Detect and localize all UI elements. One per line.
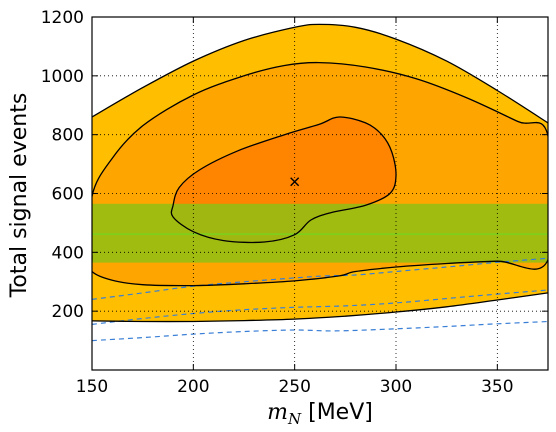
dashed-line-2 (92, 320, 548, 342)
contour-middle (92, 61, 548, 287)
y-tick-label: 800 (52, 126, 84, 146)
y-axis-ticks: 200 400 600 800 1000 1200 (41, 8, 548, 322)
y-tick-label: 600 (52, 185, 84, 205)
y-tick-label: 400 (52, 243, 84, 263)
y-tick-label: 200 (52, 302, 84, 322)
green-band (92, 203, 548, 263)
plot-area (92, 17, 548, 370)
x-axis-title: mN [MeV] (267, 400, 373, 428)
grid-lines (92, 17, 548, 370)
x-tick-label: 350 (481, 377, 513, 397)
contour-outer-upper (92, 23, 548, 124)
x-tick-label: 150 (76, 377, 108, 397)
y-tick-label: 1000 (41, 67, 84, 87)
band-rect (92, 203, 548, 263)
contour-inner (170, 116, 397, 244)
x-axis-ticks: 150 200 250 300 350 (76, 17, 514, 397)
best-fit-x-marker (290, 177, 300, 187)
dashed-line-1 (92, 289, 548, 325)
x-tick-label: 300 (380, 377, 412, 397)
best-fit-marker (290, 177, 300, 187)
contour-lines (92, 23, 548, 323)
y-axis-title: Total signal events (7, 93, 32, 299)
y-tick-label: 1200 (41, 8, 84, 28)
x-tick-label: 200 (177, 377, 209, 397)
contour-outer-lower (92, 292, 548, 323)
dashed-line-0 (92, 257, 548, 300)
x-tick-label: 250 (278, 377, 310, 397)
dashed-lines (92, 257, 548, 342)
